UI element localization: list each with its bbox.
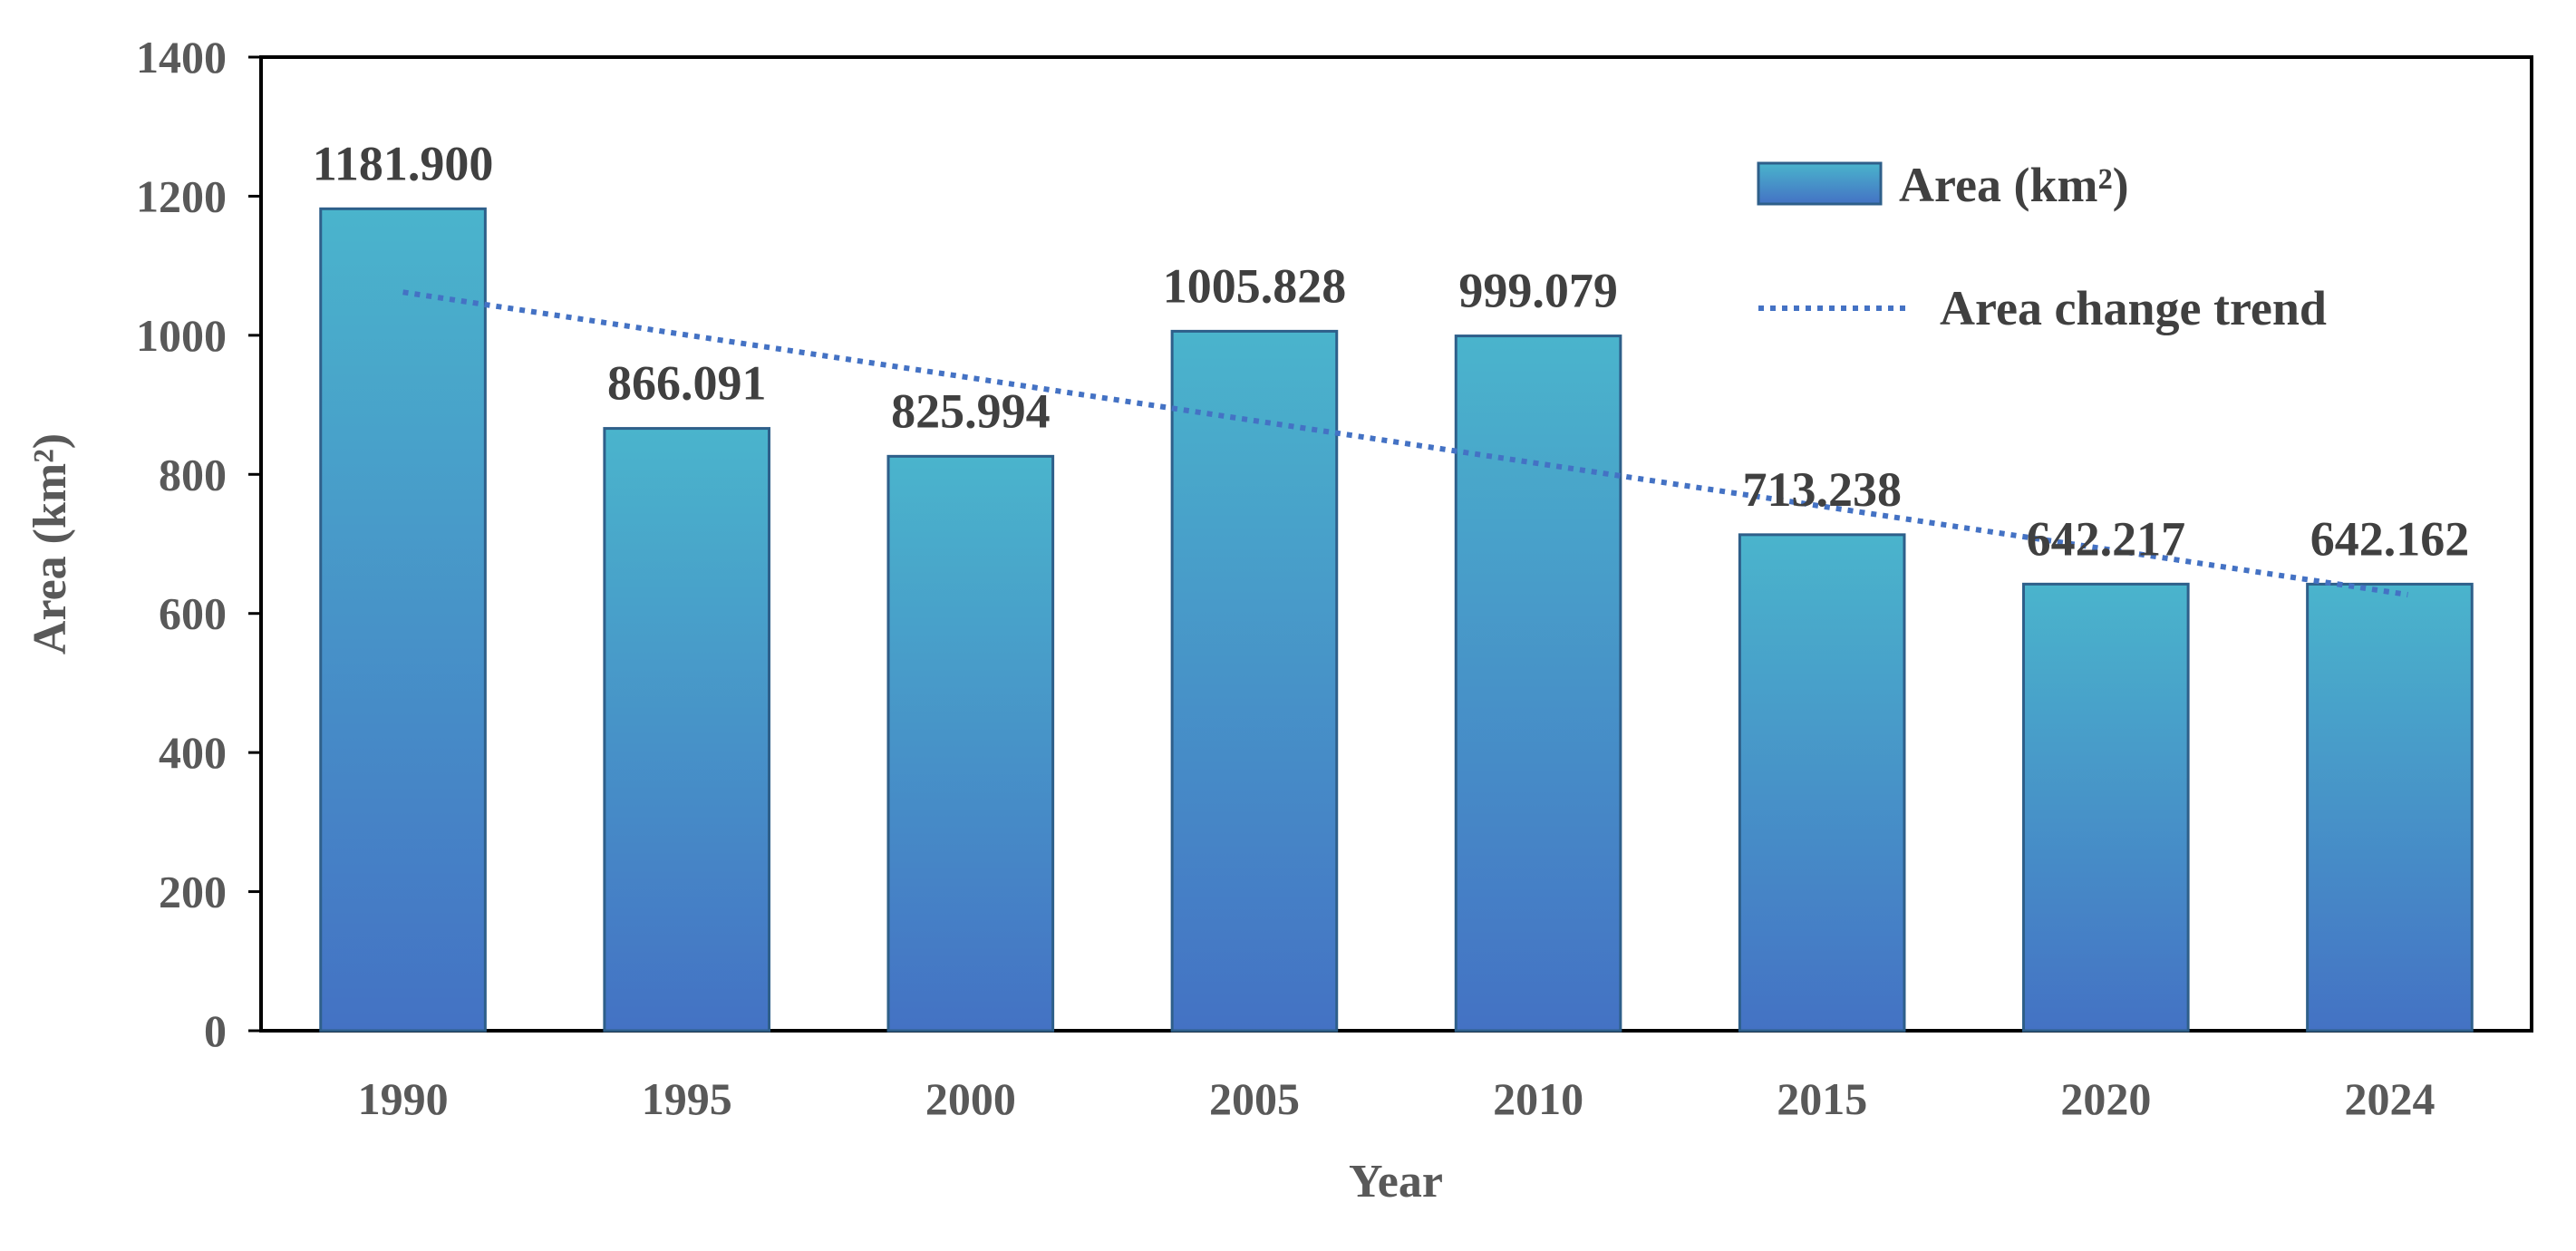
y-tick-label-0: 0 (204, 1005, 227, 1056)
bar-2000 (886, 454, 1055, 1033)
bar-2020 (2022, 582, 2190, 1033)
data-label-1990: 1181.900 (313, 136, 494, 190)
x-tick-label-2020: 2020 (2060, 1073, 2151, 1124)
data-labels-layer: 1181.900 866.091 825.994 1005.828 999.079 713… (313, 136, 2469, 566)
data-label-2010: 999.079 (1458, 264, 1618, 318)
x-ticks-layer: 1990 1995 2000 2005 2010 2015 2020 2024 (358, 1073, 2436, 1124)
data-label-2015: 713.238 (1742, 462, 1902, 517)
y-tick-label-800: 800 (159, 449, 227, 499)
data-label-2020: 642.217 (2027, 511, 2186, 566)
bar-2024 (2306, 582, 2474, 1033)
bar-1995 (603, 427, 770, 1033)
x-tick-label-2015: 2015 (1777, 1073, 1867, 1124)
trend-layer (402, 289, 2408, 597)
bar-2015 (1738, 533, 1906, 1033)
x-tick-label-2000: 2000 (925, 1073, 1016, 1124)
data-label-2024: 642.162 (2310, 511, 2470, 566)
legend-bar-label: Area (km²) (1899, 158, 2129, 212)
legend-bar-swatch (1757, 161, 1883, 206)
data-label-1995: 866.091 (607, 356, 767, 411)
x-tick-label-2005: 2005 (1209, 1073, 1300, 1124)
legend: Area (km²) Area change trend (1757, 158, 2327, 335)
y-tick-label-400: 400 (159, 727, 227, 778)
legend-trend-label: Area change trend (1940, 281, 2327, 335)
x-tick-label-1995: 1995 (642, 1073, 732, 1124)
x-tick-label-1990: 1990 (358, 1073, 449, 1124)
bar-1990 (319, 207, 487, 1033)
bar-2010 (1454, 335, 1622, 1033)
y-tick-label-1000: 1000 (136, 310, 227, 361)
y-ticks-layer: 0 200 400 600 800 1000 1200 1400 (136, 32, 261, 1056)
bars-layer (319, 207, 2474, 1033)
y-axis-title: Area (km²) (24, 433, 76, 655)
bar-2005 (1170, 329, 1339, 1033)
x-axis-title: Year (1349, 1156, 1443, 1207)
y-tick-label-600: 600 (159, 588, 227, 639)
data-label-2005: 1005.828 (1163, 258, 1347, 313)
trend-line (402, 289, 2408, 597)
x-tick-label-2024: 2024 (2344, 1073, 2435, 1124)
data-label-2000: 825.994 (891, 383, 1051, 438)
y-tick-label-1400: 1400 (136, 32, 227, 82)
y-tick-label-1200: 1200 (136, 170, 227, 221)
x-tick-label-2010: 2010 (1493, 1073, 1583, 1124)
plot-frame (259, 55, 2533, 1033)
y-tick-label-200: 200 (159, 867, 227, 917)
